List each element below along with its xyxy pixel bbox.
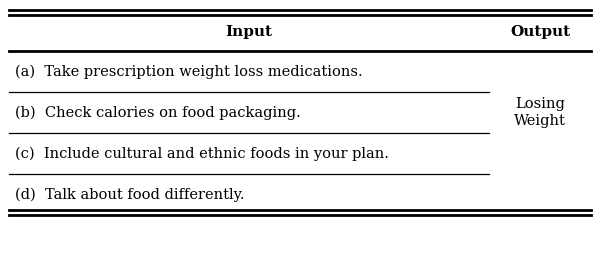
Text: Input: Input: [226, 25, 272, 39]
Text: (c)  Include cultural and ethnic foods in your plan.: (c) Include cultural and ethnic foods in…: [15, 146, 389, 161]
Text: Output: Output: [510, 25, 570, 39]
Text: (d)  Talk about food differently.: (d) Talk about food differently.: [15, 187, 245, 202]
Text: (b)  Check calories on food packaging.: (b) Check calories on food packaging.: [15, 105, 301, 120]
Text: Losing
Weight: Losing Weight: [514, 97, 566, 128]
Text: (a)  Take prescription weight loss medications.: (a) Take prescription weight loss medica…: [15, 65, 362, 79]
